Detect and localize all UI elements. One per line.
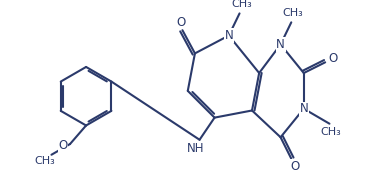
Text: O: O — [328, 52, 338, 65]
Text: O: O — [176, 16, 185, 29]
Text: N: N — [224, 29, 233, 42]
Text: CH₃: CH₃ — [34, 156, 55, 166]
Text: O: O — [58, 139, 67, 152]
Text: NH: NH — [186, 142, 204, 155]
Text: N: N — [276, 38, 285, 51]
Text: CH₃: CH₃ — [283, 9, 304, 18]
Text: CH₃: CH₃ — [231, 0, 252, 9]
Text: N: N — [299, 102, 308, 115]
Text: CH₃: CH₃ — [321, 127, 341, 136]
Text: O: O — [290, 160, 299, 173]
